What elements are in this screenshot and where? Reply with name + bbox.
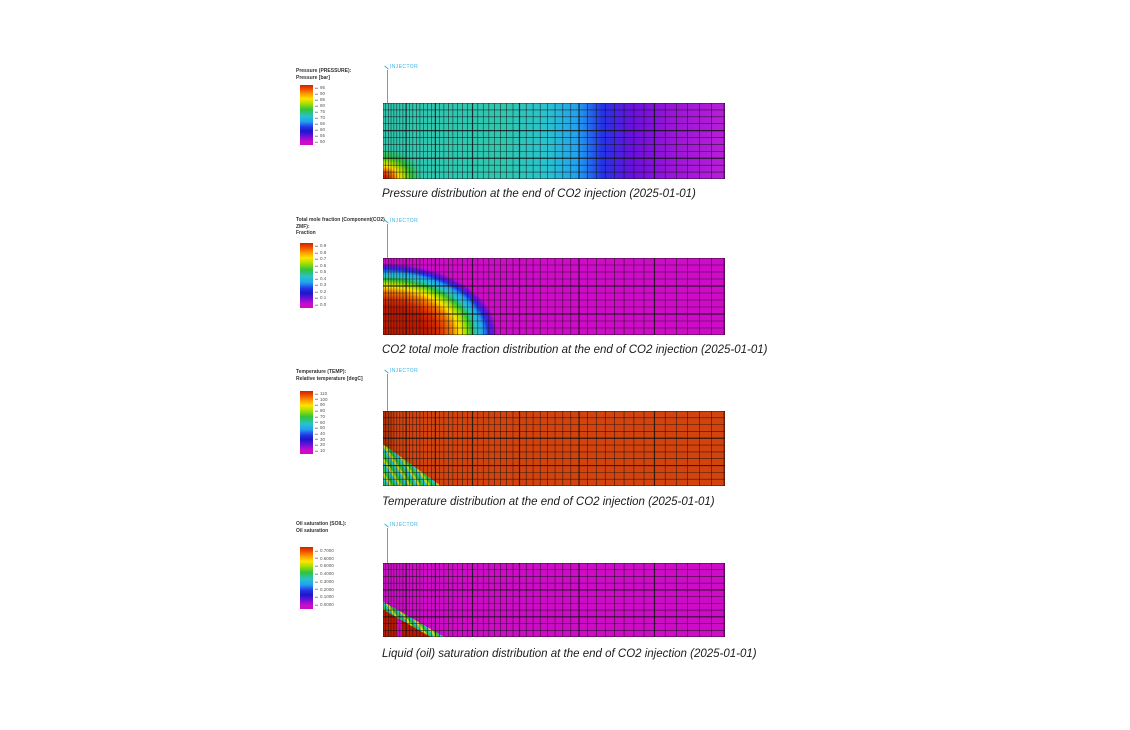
panel-temperature: Temperature (TEMP): Relative temperature… xyxy=(0,368,1130,520)
colorbar-ticks: 110 100 90 80 70 60 50 40 30 20 10 xyxy=(315,391,355,454)
grid-mesh xyxy=(383,411,725,486)
panel-co2-mole-fraction: Total mole fraction (Component(CO2) ZMF)… xyxy=(0,217,1130,369)
colorbar-title-line: ZMF): xyxy=(296,223,310,230)
colorbar-title-line: Pressure (PRESSURE): xyxy=(296,68,352,74)
colorbar-ticks: 95 90 85 80 75 70 65 60 55 50 xyxy=(315,85,355,145)
panel-pressure: Pressure (PRESSURE): Pressure [bar] 95 90… xyxy=(0,64,1130,216)
figure-caption: Pressure distribution at the end of CO2 … xyxy=(382,188,696,200)
colorbar-title: Pressure (PRESSURE): Pressure [bar] xyxy=(296,68,396,81)
colorbar-title-line: Temperature (TEMP): xyxy=(296,369,347,375)
colorbar-title-line: Relative temperature [degC] xyxy=(296,375,363,382)
panel-oil-saturation: Oil saturation (SOIL): Oil saturation 0.… xyxy=(0,521,1130,673)
injector-well-line xyxy=(387,528,389,563)
grid-mesh xyxy=(383,103,725,179)
figure-caption: CO2 total mole fraction distribution at … xyxy=(382,344,768,356)
figure-caption: Liquid (oil) saturation distribution at … xyxy=(382,648,757,660)
colorbar xyxy=(300,391,313,454)
injector-label: INJECTOR xyxy=(390,368,419,374)
injector-label: INJECTOR xyxy=(390,218,419,224)
colorbar xyxy=(300,243,313,308)
colorbar-title-line: Pressure [bar] xyxy=(296,74,330,81)
colorbar-title-line: Total mole fraction (Component(CO2) xyxy=(296,217,385,223)
colorbar-ticks: 0.9 0.8 0.7 0.6 0.5 0.4 0.3 0.2 0.1 0.0 xyxy=(315,243,355,308)
heatmap-co2-mole-fraction xyxy=(383,258,725,335)
heatmap-temperature xyxy=(383,411,725,486)
grid-mesh xyxy=(383,563,725,637)
colorbar-title: Temperature (TEMP): Relative temperature… xyxy=(296,369,396,382)
colorbar-ticks: 0.7000 0.6000 0.5000 0.4000 0.3000 0.2000 0.10… xyxy=(315,547,355,609)
colorbar-title: Total mole fraction (Component(CO2) ZMF)… xyxy=(296,217,396,237)
figure-caption: Temperature distribution at the end of C… xyxy=(382,496,715,508)
heatmap-pressure xyxy=(383,103,725,179)
colorbar-title-line: Fraction xyxy=(296,230,316,236)
colorbar-title-line: Oil saturation (SOIL): xyxy=(296,521,347,527)
heatmap-oil-saturation xyxy=(383,563,725,637)
colorbar-title: Oil saturation (SOIL): Oil saturation xyxy=(296,521,396,534)
colorbar-title-line: Oil saturation xyxy=(296,527,329,534)
colorbar xyxy=(300,85,313,145)
injector-well-line xyxy=(387,224,389,258)
colorbar xyxy=(300,547,313,609)
injector-well-line xyxy=(387,70,389,103)
grid-mesh xyxy=(383,258,725,335)
injector-label: INJECTOR xyxy=(390,522,419,528)
injector-label: INJECTOR xyxy=(390,64,419,70)
injector-well-line xyxy=(387,374,389,411)
